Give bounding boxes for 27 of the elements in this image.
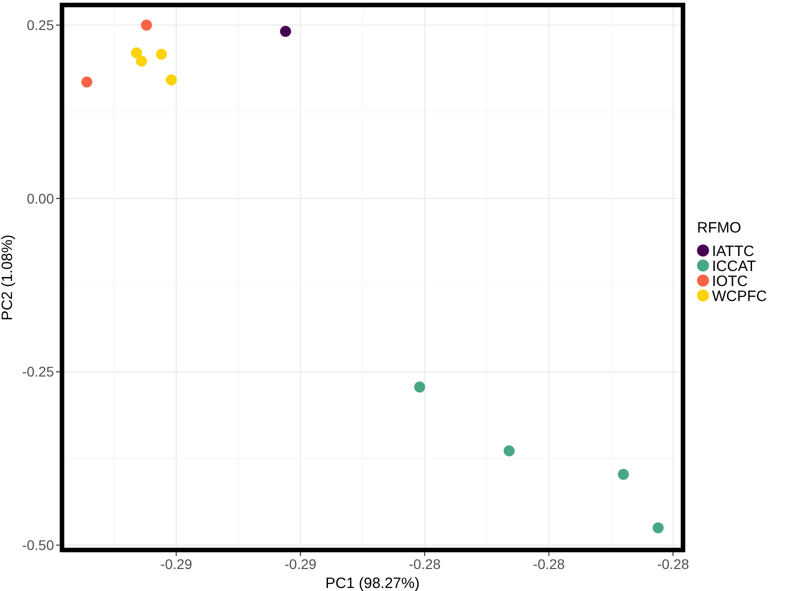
x-axis-title: PC1 (98.27%) — [325, 575, 420, 591]
point — [618, 468, 629, 480]
y-axis-title: PC2 (1.08%) — [0, 234, 16, 320]
y-tick-label: 0.25 — [26, 17, 54, 34]
point — [166, 74, 177, 86]
point — [81, 76, 92, 88]
x-tick-label: -0.28 — [408, 556, 441, 572]
x-tick-label: -0.28 — [532, 556, 566, 572]
point — [504, 445, 515, 456]
x-tick-label: -0.29 — [284, 556, 317, 572]
point — [280, 26, 292, 37]
point — [136, 56, 147, 67]
legend-label: WCPFC — [712, 288, 768, 305]
legend-label: IATTC — [712, 242, 754, 260]
point — [414, 382, 426, 393]
point — [652, 522, 664, 534]
x-tick-label: -0.28 — [657, 556, 690, 572]
y-tick-label: 0.00 — [26, 190, 54, 206]
point — [131, 47, 142, 58]
x-tick-label: -0.29 — [160, 556, 192, 572]
legend-label: ICCAT — [712, 258, 756, 275]
point — [156, 48, 167, 60]
legend-label: IOTC — [712, 272, 748, 290]
y-tick-label: -0.50 — [22, 537, 54, 554]
legend-title: RFMO — [697, 220, 742, 236]
point — [140, 20, 152, 31]
y-tick-label: -0.25 — [22, 364, 54, 380]
